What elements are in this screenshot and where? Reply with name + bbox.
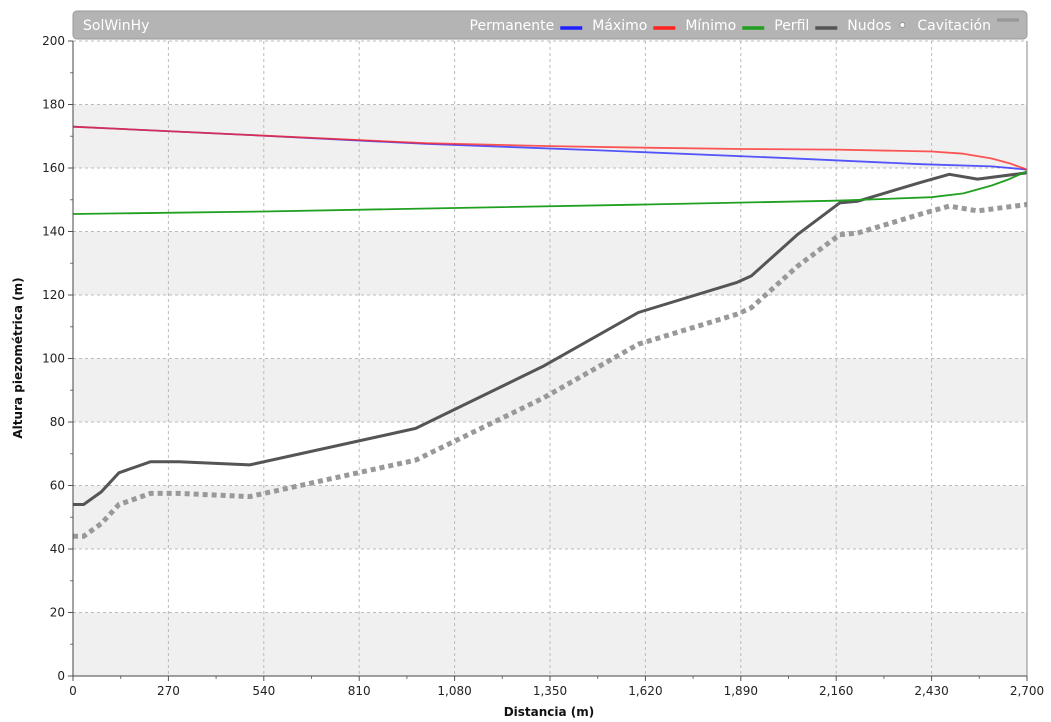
y-tick-label: 180 xyxy=(42,98,65,112)
y-tick-label: 160 xyxy=(42,161,65,175)
x-tick-label: 0 xyxy=(69,684,77,698)
series-line-perfil xyxy=(73,171,1028,506)
legend-label-cavitacion: Cavitación xyxy=(917,18,991,34)
header-bar xyxy=(72,10,1028,40)
y-tick-label: 140 xyxy=(42,225,65,239)
x-tick-label: 2,700 xyxy=(1010,684,1044,698)
y-tick-label: 120 xyxy=(42,288,65,302)
y-tick-label: 60 xyxy=(50,479,65,493)
x-tick-label: 1,080 xyxy=(437,684,471,698)
legend: Cavitación Nudos Perfil Mínimo Máximo Permane… xyxy=(470,18,1019,34)
series-line-minimo xyxy=(72,170,1028,215)
legend-swatch-nudos xyxy=(899,22,906,28)
y-axis-title: Altura piezométrica (m) xyxy=(11,277,25,438)
legend-label-maximo: Máximo xyxy=(592,18,647,34)
y-tick-label: 80 xyxy=(50,415,65,429)
series-lines xyxy=(72,125,1028,539)
x-tick-label: 1,890 xyxy=(724,684,758,698)
y-tick-label: 20 xyxy=(50,606,65,620)
legend-label-perfil: Perfil xyxy=(774,18,809,34)
y-tick-label: 100 xyxy=(42,352,65,366)
chart-header: SolWinHy Cavitación Nudos Perfil Mínimo Máxi… xyxy=(72,10,1028,40)
legend-label-permanente: Permanente xyxy=(470,18,555,34)
y-tick-label: 0 xyxy=(57,669,65,683)
series-line-cavitacion xyxy=(73,202,1028,539)
legend-label-minimo: Mínimo xyxy=(685,18,736,34)
app-title: SolWinHy xyxy=(83,18,149,34)
x-tick-label: 540 xyxy=(252,684,275,698)
x-tick-label: 2,430 xyxy=(914,684,948,698)
x-tick-label: 1,620 xyxy=(628,684,662,698)
x-tick-label: 810 xyxy=(348,684,371,698)
x-tick-label: 270 xyxy=(157,684,180,698)
x-tick-label: 1,350 xyxy=(533,684,567,698)
series-line-maximo xyxy=(72,125,1028,171)
y-tick-label: 40 xyxy=(50,542,65,556)
y-tick-label: 200 xyxy=(42,34,65,48)
x-axis-title: Distancia (m) xyxy=(504,705,595,719)
axes: 0 20 40 60 80 100 120 140 160 180 200 0 270 540 810 1,0… xyxy=(42,34,1044,698)
x-tick-label: 2,160 xyxy=(819,684,853,698)
legend-label-nudos: Nudos xyxy=(847,18,891,34)
